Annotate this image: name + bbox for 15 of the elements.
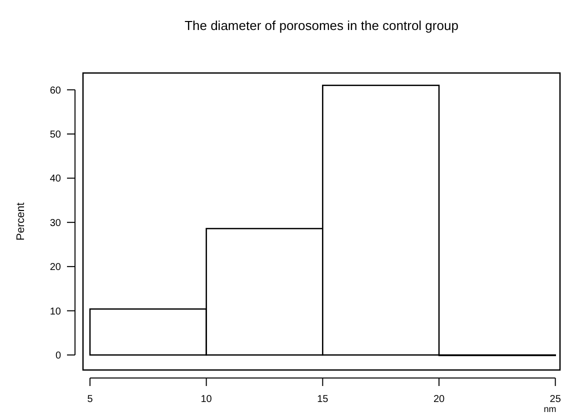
x-tick-label: 5 [87,394,94,405]
x-tick-label: 25 [550,394,562,405]
y-tick-label: 60 [50,85,62,96]
x-axis-title: nm [544,404,556,414]
y-tick-label: 50 [50,129,62,140]
y-tick-label: 20 [50,262,62,274]
x-tick-label: 20 [433,394,446,405]
y-tick-label: 10 [50,306,62,318]
y-tick-label: 40 [50,174,62,185]
x-tick-label: 15 [317,394,329,405]
chart-title: The diameter of porosomes in the control group [184,18,458,33]
y-axis-title: Percent [15,202,27,240]
y-tick-label: 30 [50,218,62,229]
x-tick-label: 10 [200,394,212,405]
y-tick-label: 0 [55,350,62,362]
